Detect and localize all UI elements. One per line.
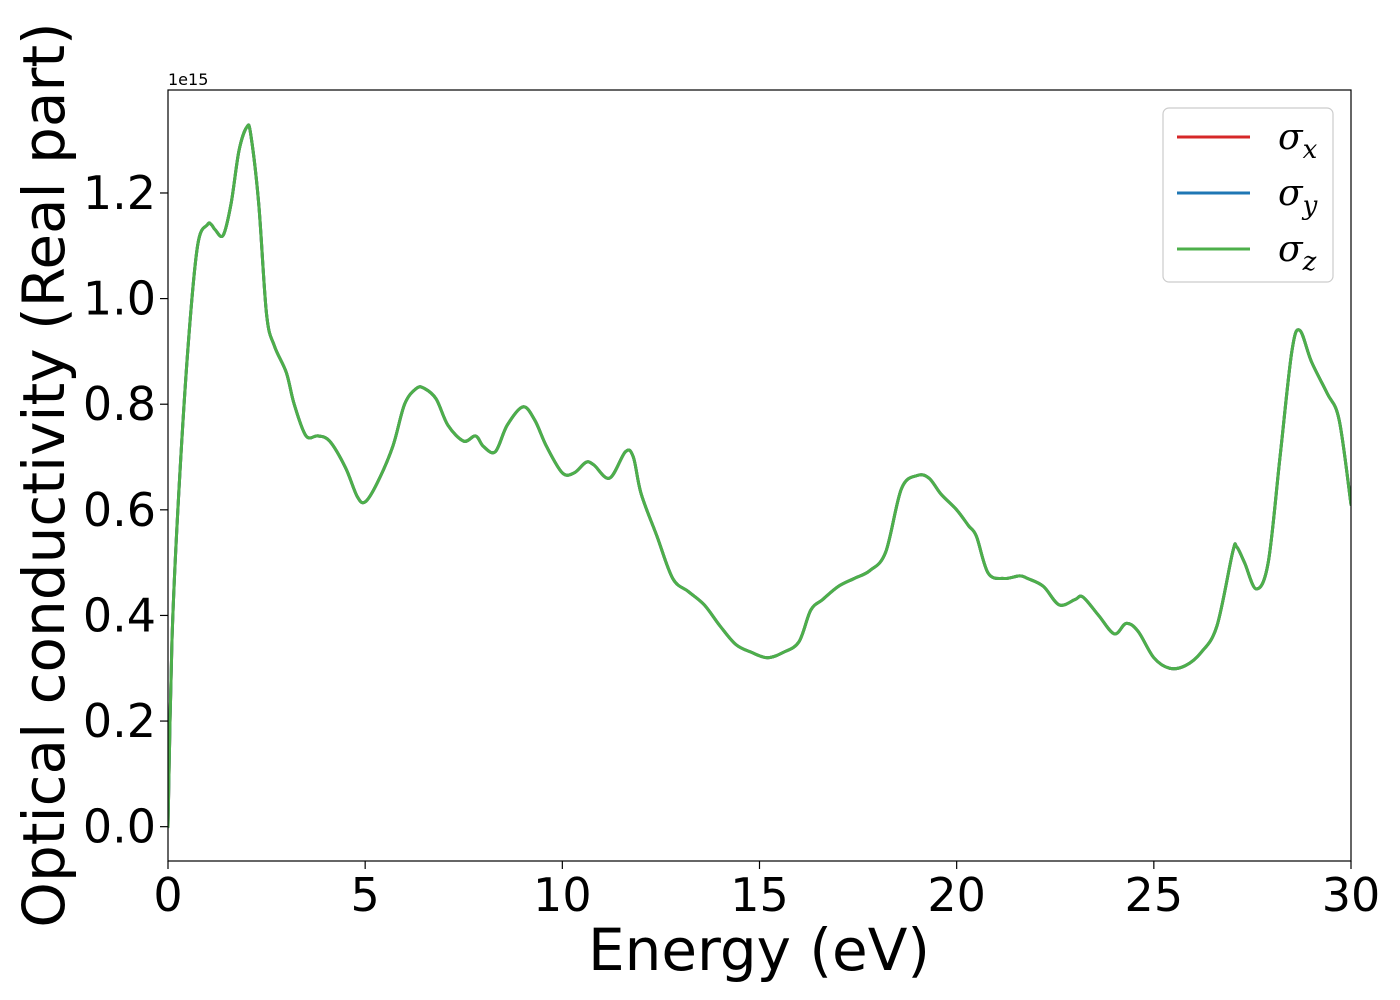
x-tick-label: 25 bbox=[1125, 868, 1184, 922]
x-tick-label: 5 bbox=[351, 868, 380, 922]
x-tick-label: 0 bbox=[153, 868, 182, 922]
x-axis-ticks: 0 5 10 15 20 25 30 bbox=[153, 861, 1380, 922]
y-tick-label: 0.0 bbox=[83, 800, 156, 854]
x-tick-label: 30 bbox=[1322, 868, 1381, 922]
y-axis-label: Optical conductivity (Real part) bbox=[10, 22, 78, 927]
y-tick-label: 1.2 bbox=[83, 166, 156, 220]
series-line-sigma-z bbox=[168, 123, 1351, 829]
y-offset-text: 1e15 bbox=[168, 70, 208, 89]
y-tick-label: 1.0 bbox=[83, 272, 156, 326]
legend-box bbox=[1162, 107, 1334, 283]
y-tick-label: 0.4 bbox=[83, 588, 156, 642]
y-tick-label: 0.6 bbox=[83, 483, 156, 537]
x-tick-label: 15 bbox=[730, 868, 789, 922]
series-layer bbox=[168, 123, 1351, 829]
y-tick-label: 0.8 bbox=[83, 377, 156, 431]
x-tick-label: 10 bbox=[533, 868, 592, 922]
x-tick-label: 20 bbox=[927, 868, 986, 922]
y-tick-label: 0.2 bbox=[83, 694, 156, 748]
x-axis-label: Energy (eV) bbox=[588, 916, 930, 984]
y-axis-ticks: 0.0 0.2 0.4 0.6 0.8 1.0 1.2 bbox=[83, 166, 168, 854]
